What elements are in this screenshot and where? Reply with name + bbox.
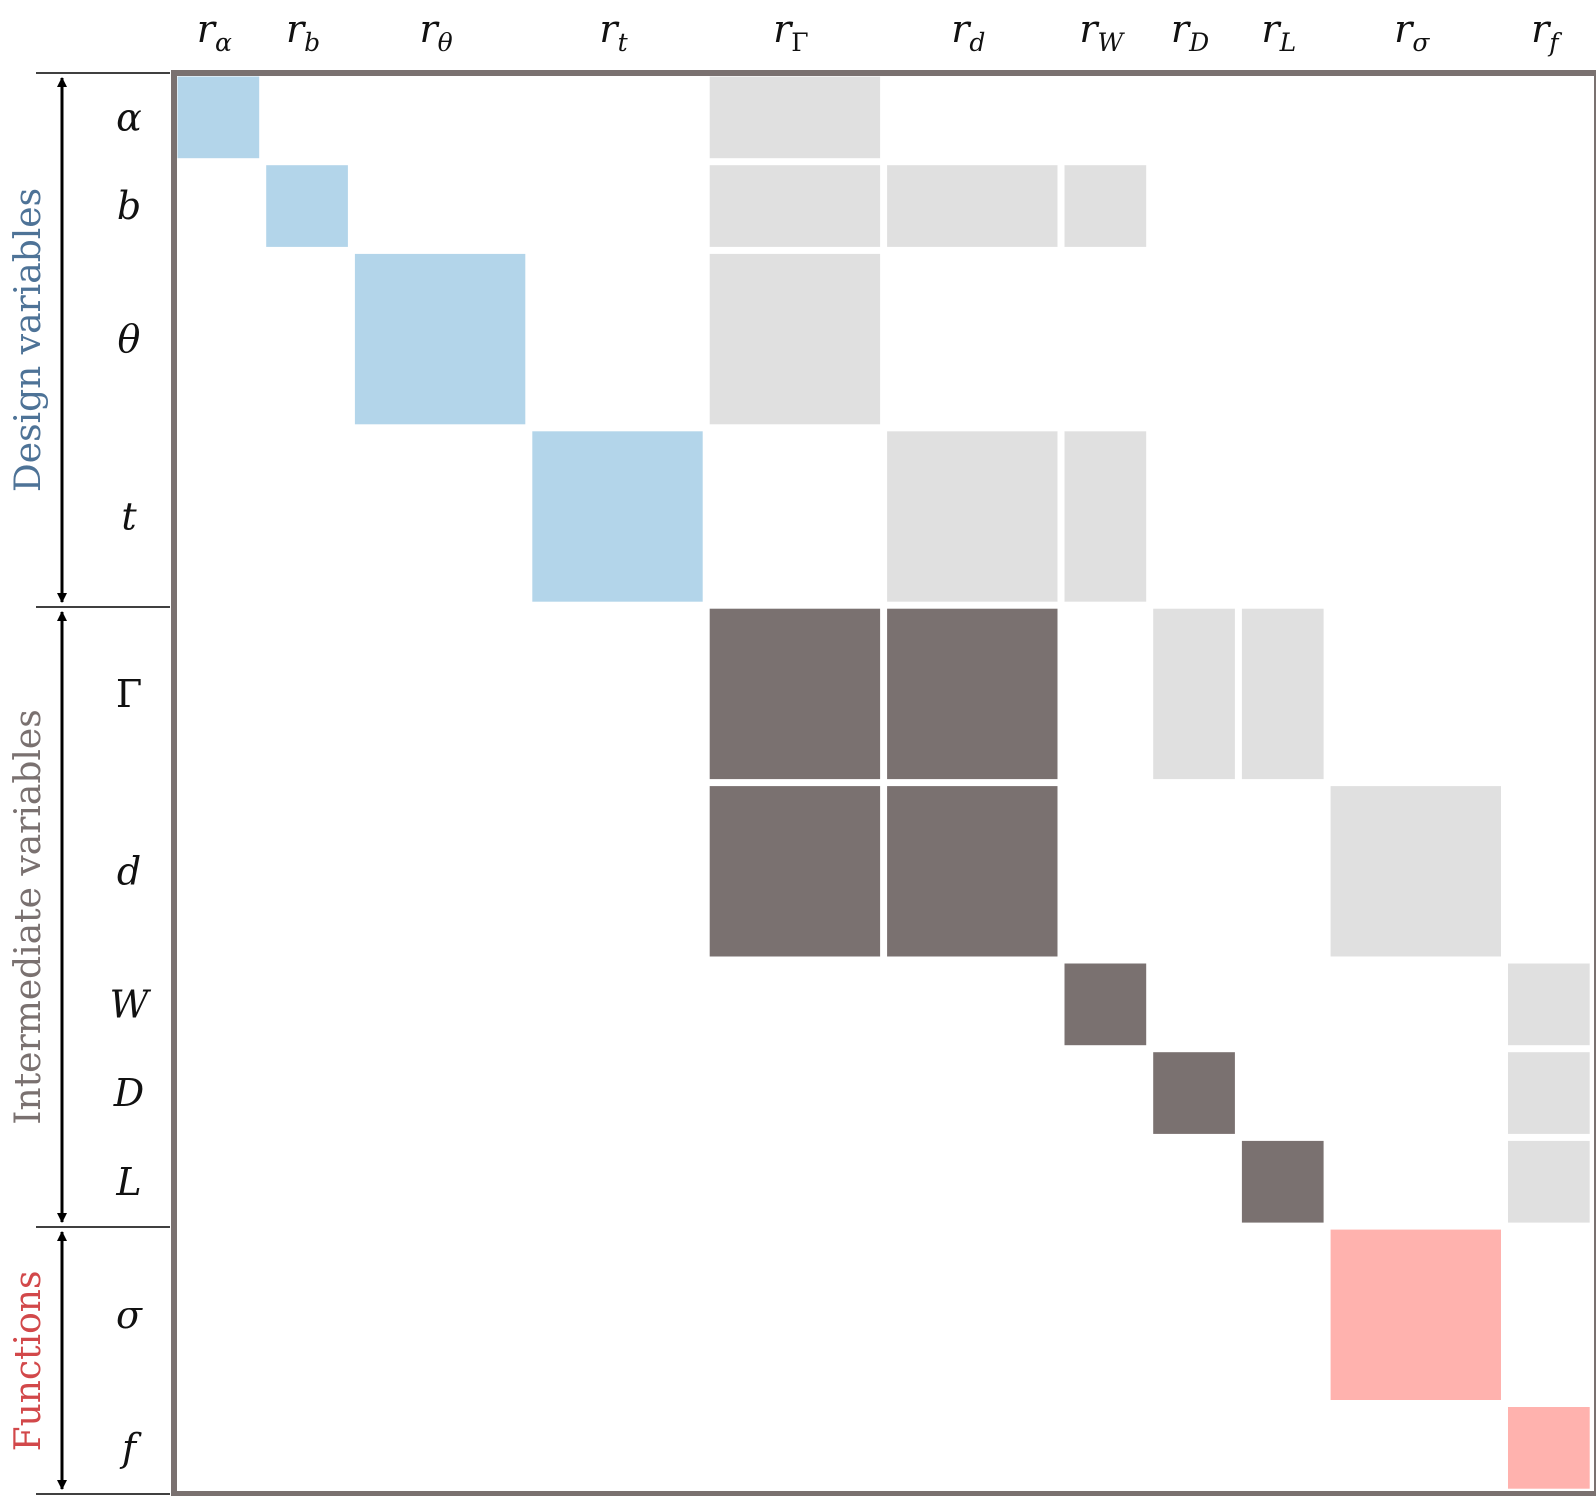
row-label-9: σ	[116, 1293, 143, 1337]
row-labels: α b θ t Γd W D Lσ f	[109, 95, 151, 1470]
dependency-block-8	[709, 253, 881, 425]
design-block-1	[266, 165, 348, 247]
dependency-block-7	[1064, 165, 1147, 247]
dependency-block-6	[887, 165, 1058, 247]
dependency-block-4	[709, 76, 881, 159]
intermediate-block-13	[709, 786, 881, 957]
column-label-9: rσ	[1394, 7, 1430, 57]
design-block-2	[354, 253, 526, 425]
dependency-block-22	[1508, 1052, 1590, 1134]
column-label-0: rα	[197, 7, 232, 57]
intermediate-block-19	[1153, 1052, 1235, 1134]
dependency-block-23	[1508, 1140, 1590, 1223]
function-block-24	[1330, 1229, 1501, 1400]
dependency-block-15	[1153, 608, 1235, 780]
design-block-0	[177, 76, 260, 159]
functions-label: Functions	[8, 1271, 49, 1452]
row-label-6: W	[109, 982, 151, 1026]
matrix-frame	[171, 70, 1596, 1496]
intermediate-block-12	[887, 608, 1058, 780]
column-label-6: rW	[1079, 7, 1125, 57]
row-label-0: α	[116, 95, 142, 139]
column-labels: rα rb rθ rt rΓ rd rW rD rL rσ rf	[197, 7, 1562, 57]
matrix-blocks	[177, 76, 1590, 1489]
row-label-1: b	[117, 184, 141, 228]
design-block-3	[532, 431, 703, 602]
group-brackets	[36, 72, 170, 1495]
row-label-2: θ	[118, 317, 141, 361]
column-label-7: rD	[1171, 7, 1209, 57]
row-label-3: t	[121, 495, 137, 539]
column-label-10: rf	[1531, 7, 1562, 57]
intermediate-block-14	[887, 786, 1058, 957]
intermediate-variables-label: Intermediate variables	[8, 709, 49, 1124]
dependency-block-9	[887, 431, 1058, 602]
intermediate-block-20	[1241, 1140, 1324, 1223]
intermediate-block-11	[709, 608, 881, 780]
column-label-1: rb	[286, 7, 320, 57]
dependency-block-10	[1064, 431, 1147, 602]
intermediate-block-18	[1064, 963, 1147, 1046]
row-label-5: d	[117, 849, 141, 893]
group-labels: Design variables Intermediate variables …	[8, 188, 49, 1451]
dependency-block-5	[709, 165, 881, 247]
column-label-2: rθ	[419, 7, 452, 57]
column-label-4: rΓ	[773, 7, 809, 57]
design-variables-label: Design variables	[8, 188, 49, 492]
dependency-block-16	[1241, 608, 1324, 780]
function-block-25	[1508, 1407, 1590, 1489]
row-label-7: D	[113, 1071, 144, 1115]
column-label-3: rt	[599, 7, 628, 57]
column-label-8: rL	[1261, 7, 1296, 57]
dependency-block-17	[1330, 786, 1501, 957]
dependency-block-21	[1508, 963, 1590, 1046]
column-label-5: rd	[951, 7, 985, 57]
row-label-8: L	[115, 1160, 141, 1204]
row-label-4: Γ	[116, 672, 142, 716]
row-label-10: f	[119, 1426, 142, 1470]
